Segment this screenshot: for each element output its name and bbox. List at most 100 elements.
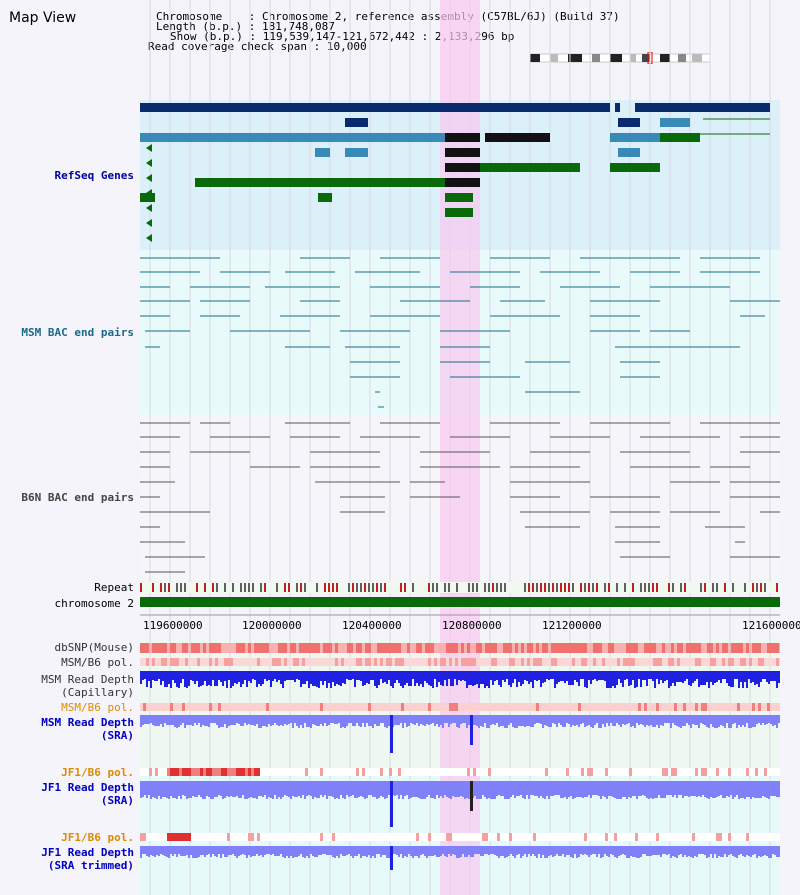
jf1-sra-depth-bar (376, 781, 378, 799)
jf1-sra-depth-bar (768, 781, 770, 799)
dbsnp-cell (653, 643, 656, 653)
jf1-trim-depth-bar (254, 846, 256, 856)
msm-cap-depth-bar (658, 671, 660, 684)
dbsnp-cell (440, 643, 443, 653)
msm-cap-depth-bar (568, 671, 570, 685)
msm-pol-cell (362, 658, 365, 666)
msm-pol-cell (710, 658, 713, 666)
jf1-trim-depth-bar (394, 846, 396, 854)
msm-pol-cell (551, 658, 554, 666)
jf1-pol2-cell (578, 833, 581, 841)
jf1-trim-depth-bar (742, 846, 744, 856)
chromosome-bar (140, 597, 780, 607)
refseq-track-label[interactable]: RefSeq Genes (54, 169, 134, 182)
jf1-pol2-cell (638, 833, 641, 841)
msm-sra-depth-bar (492, 715, 494, 724)
msm-sra-depth-bar (748, 715, 750, 728)
msm-cap-depth-bar (426, 671, 428, 683)
msm-pol2-cell (326, 703, 329, 711)
msm-cap-depth-bar (432, 671, 434, 688)
msm-pol-cell (512, 658, 515, 666)
jf1-b6-pol-label: JF1/B6 pol. (61, 766, 134, 779)
dbsnp-cell (269, 643, 272, 653)
dbsnp-cell (242, 643, 245, 653)
msm-pol-cell (227, 658, 230, 666)
msm-pol2-cell (278, 703, 281, 711)
jf1-trim-depth-bar (734, 846, 736, 857)
refseq-gene (140, 133, 445, 142)
dbsnp-cell (266, 643, 269, 653)
msm-sra-depth-bar (584, 715, 586, 727)
jf1-pol-cell (593, 768, 596, 776)
msm-sra-depth-bar (252, 715, 254, 725)
dbsnp-cell (680, 643, 683, 653)
b6n-bac-track-label[interactable]: B6N BAC end pairs (21, 491, 134, 504)
repeat-mark (240, 583, 242, 592)
msm-pol2-cell (455, 703, 458, 711)
msm-pol2-cell (494, 703, 497, 711)
jf1-sra-depth-bar (174, 781, 176, 798)
jf1-pol2-cell (332, 833, 335, 841)
msm-pol-cell (347, 658, 350, 666)
repeat-mark (624, 583, 626, 592)
msm-pol-cell (644, 658, 647, 666)
msm-sra-depth-bar (654, 715, 656, 727)
jf1-trim-depth-bar (564, 846, 566, 857)
msm-sra-depth-bar (186, 715, 188, 725)
dbsnp-cell (737, 643, 740, 653)
msm-pol2-cell (425, 703, 428, 711)
jf1-pol2-cell (263, 833, 266, 841)
jf1-trim-depth-bar (238, 846, 240, 856)
jf1-trim-depth-bar (458, 846, 460, 858)
jf1-pol2-cell (248, 833, 251, 841)
msm-sra-depth-bar (590, 715, 592, 727)
msm-bac-track-label[interactable]: MSM BAC end pairs (21, 326, 134, 339)
jf1-trim-depth-bar (264, 846, 266, 855)
msm-pol2-cell (320, 703, 323, 711)
msm-cap-depth-bar (460, 671, 462, 681)
jf1-pol-cell (176, 768, 179, 776)
dbsnp-cell (698, 643, 701, 653)
dbsnp-cell (209, 643, 212, 653)
jf1-sra-depth-bar (426, 781, 428, 797)
repeat-mark (400, 583, 402, 592)
jf1-pol-cell (749, 768, 752, 776)
jf1-pol2-cell (692, 833, 695, 841)
msm-pol-cell (587, 658, 590, 666)
jf1-sra-depth-bar (500, 781, 502, 796)
jf1-sra-depth-bar (394, 781, 396, 796)
jf1-pol-cell (479, 768, 482, 776)
jf1-pol2-cell (188, 833, 191, 841)
jf1-pol2-cell (512, 833, 515, 841)
dbsnp-cell (368, 643, 371, 653)
dbsnp-cell (212, 643, 215, 653)
msm-sra-depth-bar (546, 715, 548, 726)
jf1-trim-depth-bar (614, 846, 616, 857)
jf1-sra-depth-bar (550, 781, 552, 796)
jf1-pol-cell (320, 768, 323, 776)
msm-pol-cell (533, 658, 536, 666)
jf1-trim-depth-bar (650, 846, 652, 856)
jf1-sra-depth-bar (746, 781, 748, 797)
jf1-trim-depth-bar (344, 846, 346, 856)
msm-cap-depth-bar (194, 671, 196, 684)
msm-cap-depth-bar (292, 671, 294, 680)
jf1-pol-cell (665, 768, 668, 776)
jf1-sra-depth-bar (454, 781, 456, 797)
jf1-pol-cell (428, 768, 431, 776)
msm-cap-depth-bar (394, 671, 396, 683)
msm-sra-depth-bar (618, 715, 620, 725)
msm-sra-depth-bar (240, 715, 242, 726)
jf1-trim-depth-bar (690, 846, 692, 857)
refseq-gene (485, 133, 550, 142)
msm-cap-depth-bar (396, 671, 398, 680)
jf1-pol-cell (440, 768, 443, 776)
chromosome-ideogram[interactable] (528, 52, 714, 64)
msm-cap-depth-bar (728, 671, 730, 686)
jf1-pol2-cell (716, 833, 719, 841)
dbsnp-cell (437, 643, 440, 653)
msm-cap-depth-bar (406, 671, 408, 683)
refseq-gene (618, 118, 640, 127)
jf1-pol-cell (248, 768, 251, 776)
genome-track-canvas[interactable] (140, 0, 780, 895)
